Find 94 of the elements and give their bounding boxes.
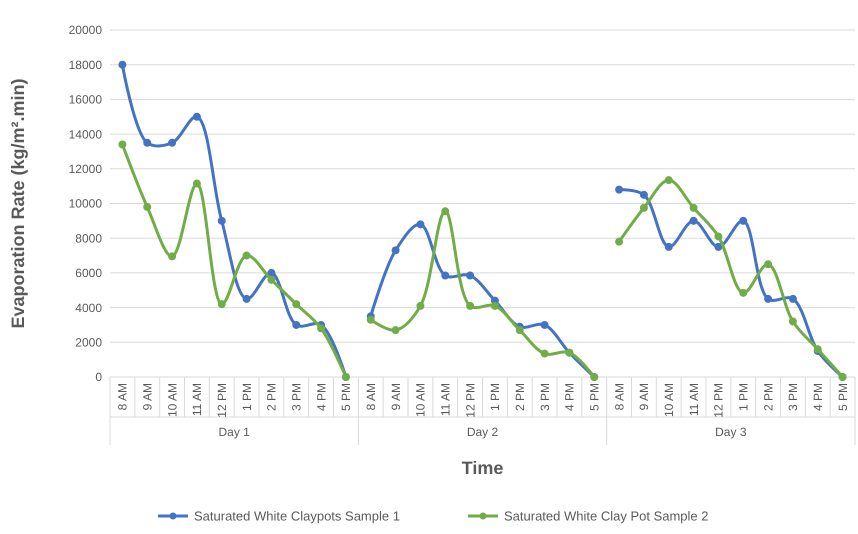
point bbox=[466, 302, 474, 310]
x-tick-label: 8 AM bbox=[364, 383, 378, 410]
point bbox=[764, 294, 772, 303]
point bbox=[615, 238, 624, 246]
x-tick-label: 4 PM bbox=[562, 383, 577, 412]
point bbox=[292, 320, 300, 329]
point bbox=[714, 232, 722, 240]
point bbox=[416, 302, 424, 310]
point bbox=[690, 204, 698, 212]
point bbox=[788, 294, 797, 303]
point bbox=[218, 300, 226, 308]
x-tick-label: 4 PM bbox=[810, 383, 825, 412]
point bbox=[168, 138, 176, 147]
y-tick-label: 14000 bbox=[68, 127, 102, 142]
x-tick-label: 9 AM bbox=[637, 383, 652, 410]
x-tick-label: 10 AM bbox=[662, 383, 676, 418]
x-tick-label: 3 PM bbox=[786, 383, 800, 412]
point bbox=[540, 350, 549, 358]
point bbox=[640, 190, 648, 199]
y-tick-label: 8000 bbox=[75, 231, 102, 246]
point bbox=[168, 252, 176, 260]
y-tick-label: 16000 bbox=[68, 92, 102, 107]
point bbox=[764, 260, 772, 268]
point bbox=[640, 204, 648, 212]
point bbox=[267, 268, 276, 277]
point bbox=[466, 272, 474, 280]
point bbox=[192, 112, 201, 121]
point bbox=[242, 252, 251, 260]
point bbox=[739, 216, 748, 225]
point bbox=[490, 302, 499, 310]
x-tick-label: 2 PM bbox=[761, 383, 776, 412]
point bbox=[739, 288, 748, 297]
y-tick-label: 6000 bbox=[75, 266, 102, 280]
y-tick-label: 2000 bbox=[75, 336, 102, 350]
y-tick-label: 12000 bbox=[68, 162, 102, 176]
y-tick-label: 18000 bbox=[68, 58, 102, 72]
x-tick-label: 10 AM bbox=[414, 383, 428, 418]
point bbox=[143, 202, 152, 211]
x-tick-label: 11 AM bbox=[686, 383, 701, 416]
point bbox=[664, 242, 673, 251]
x-tick-label: 12 PM bbox=[463, 383, 478, 418]
point bbox=[516, 326, 524, 334]
point bbox=[118, 140, 126, 149]
point bbox=[690, 216, 698, 225]
x-tick-label: 12 PM bbox=[712, 383, 726, 418]
point bbox=[143, 138, 152, 147]
x-tick-label: 11 AM bbox=[190, 383, 204, 416]
x-tick-label: 5 PM bbox=[339, 383, 354, 412]
x-tick-label: 9 AM bbox=[140, 383, 154, 410]
point bbox=[192, 180, 201, 188]
x-tick-label: 3 PM bbox=[289, 383, 304, 412]
point bbox=[292, 300, 300, 308]
x-tick-label: 1 PM bbox=[736, 383, 750, 412]
point bbox=[267, 276, 276, 284]
point bbox=[242, 294, 251, 303]
point bbox=[366, 316, 375, 324]
point bbox=[540, 320, 549, 329]
x-tick-label: 8 AM bbox=[116, 383, 130, 410]
x-tick-label: 1 PM bbox=[488, 383, 502, 412]
x-tick-label: 2 PM bbox=[512, 383, 527, 412]
text: Day 3 bbox=[715, 425, 747, 439]
point bbox=[714, 242, 722, 251]
y-tick-label: 0 bbox=[95, 370, 102, 384]
x-tick-label: 1 PM bbox=[240, 383, 254, 412]
y-axis-title: Evaporation Rate (kg/m².min) bbox=[8, 78, 28, 329]
x-tick-label: 9 AM bbox=[388, 383, 403, 410]
y-tick-label: 10000 bbox=[68, 196, 102, 211]
point bbox=[118, 60, 126, 69]
point bbox=[317, 324, 326, 332]
point bbox=[392, 326, 400, 334]
x-tick-label: 8 AM bbox=[612, 383, 626, 410]
x-axis-title: Time bbox=[462, 458, 504, 478]
point bbox=[441, 272, 450, 280]
x-tick-label: 5 PM bbox=[836, 383, 850, 412]
x-tick-label: 5 PM bbox=[587, 383, 602, 412]
point bbox=[664, 176, 673, 184]
point bbox=[441, 207, 450, 216]
x-tick-label: 2 PM bbox=[264, 383, 279, 412]
y-tick-label: 4000 bbox=[75, 300, 102, 315]
legend-label: Saturated White Clay Pot Sample 2 bbox=[504, 508, 708, 524]
x-tick-label: 10 AM bbox=[165, 383, 180, 418]
point bbox=[218, 216, 226, 225]
point bbox=[788, 317, 797, 326]
x-tick-label: 11 AM bbox=[438, 383, 452, 416]
x-tick-label: 12 PM bbox=[214, 383, 229, 418]
y-tick-label: 20000 bbox=[68, 23, 102, 38]
text: Day 2 bbox=[466, 425, 498, 439]
point bbox=[615, 186, 624, 194]
x-tick-label: 3 PM bbox=[538, 383, 552, 412]
text: Day 1 bbox=[218, 425, 250, 439]
legend-label: Saturated White Claypots Sample 1 bbox=[194, 508, 400, 524]
point bbox=[392, 246, 400, 254]
point bbox=[416, 220, 424, 228]
x-tick-label: 4 PM bbox=[314, 383, 328, 412]
